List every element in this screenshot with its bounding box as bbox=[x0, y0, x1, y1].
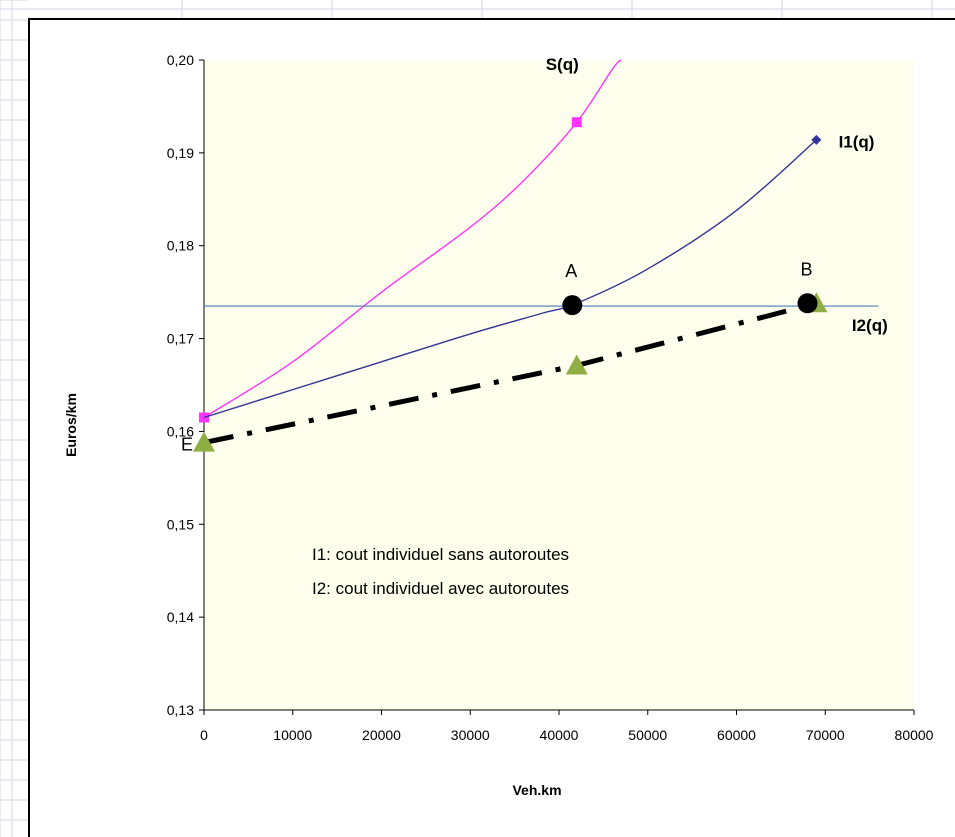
y-axis-title: Euros/km bbox=[63, 393, 79, 457]
y-tick-label: 0,17 bbox=[167, 331, 194, 347]
y-tick-label: 0,16 bbox=[167, 423, 194, 439]
x-tick-label: 70000 bbox=[806, 727, 845, 743]
series-label-2: I2(q) bbox=[852, 316, 888, 335]
point-label-E: E bbox=[181, 435, 193, 455]
highlight-point-A bbox=[562, 295, 583, 316]
x-axis-title: Veh.km bbox=[512, 782, 561, 798]
point-label-A: A bbox=[565, 261, 577, 281]
labels-layer: S(q) I1(q) I2(q) A B E bbox=[181, 55, 888, 454]
y-tick-label: 0,15 bbox=[167, 516, 194, 532]
point-label-B: B bbox=[800, 259, 812, 279]
series-label-1: I1(q) bbox=[839, 132, 875, 151]
x-tick-label: 0 bbox=[200, 727, 208, 743]
x-tick-label: 20000 bbox=[362, 727, 401, 743]
x-tick-label: 10000 bbox=[273, 727, 312, 743]
series-marker-diamond bbox=[811, 134, 822, 145]
series-line-1 bbox=[203, 139, 817, 419]
series-layer bbox=[193, 59, 879, 452]
axes: 0,13 0,14 0,15 0,16 0,17 0,18 0,19 0,20 0 10000 20… bbox=[167, 52, 934, 743]
x-tick-label: 30000 bbox=[451, 727, 490, 743]
chart-area[interactable]: 0,13 0,14 0,15 0,16 0,17 0,18 0,19 0,20 0 10000 20… bbox=[28, 18, 955, 837]
y-tick-label: 0,14 bbox=[167, 609, 194, 625]
series-marker-square bbox=[571, 117, 582, 128]
x-tick-label: 40000 bbox=[540, 727, 579, 743]
series-marker-triangle bbox=[193, 431, 215, 452]
y-tick-label: 0,19 bbox=[167, 145, 194, 161]
series-label-0: S(q) bbox=[546, 55, 579, 74]
chart-svg: 0,13 0,14 0,15 0,16 0,17 0,18 0,19 0,20 0 10000 20… bbox=[63, 52, 934, 798]
y-tick-label: 0,20 bbox=[167, 52, 194, 68]
y-tick-label: 0,13 bbox=[167, 702, 194, 718]
x-tick-label: 50000 bbox=[628, 727, 667, 743]
plot-area bbox=[204, 60, 914, 710]
y-tick-label: 0,18 bbox=[167, 238, 194, 254]
x-tick-label: 60000 bbox=[717, 727, 756, 743]
highlight-point-B bbox=[797, 293, 818, 314]
legend-note-i2: I2: cout individuel avec autoroutes bbox=[312, 579, 569, 598]
series-marker-triangle bbox=[565, 354, 588, 375]
x-tick-label: 80000 bbox=[895, 727, 934, 743]
series-line-0 bbox=[203, 59, 622, 419]
legend-note-i1: I1: cout individuel sans autoroutes bbox=[312, 545, 569, 564]
